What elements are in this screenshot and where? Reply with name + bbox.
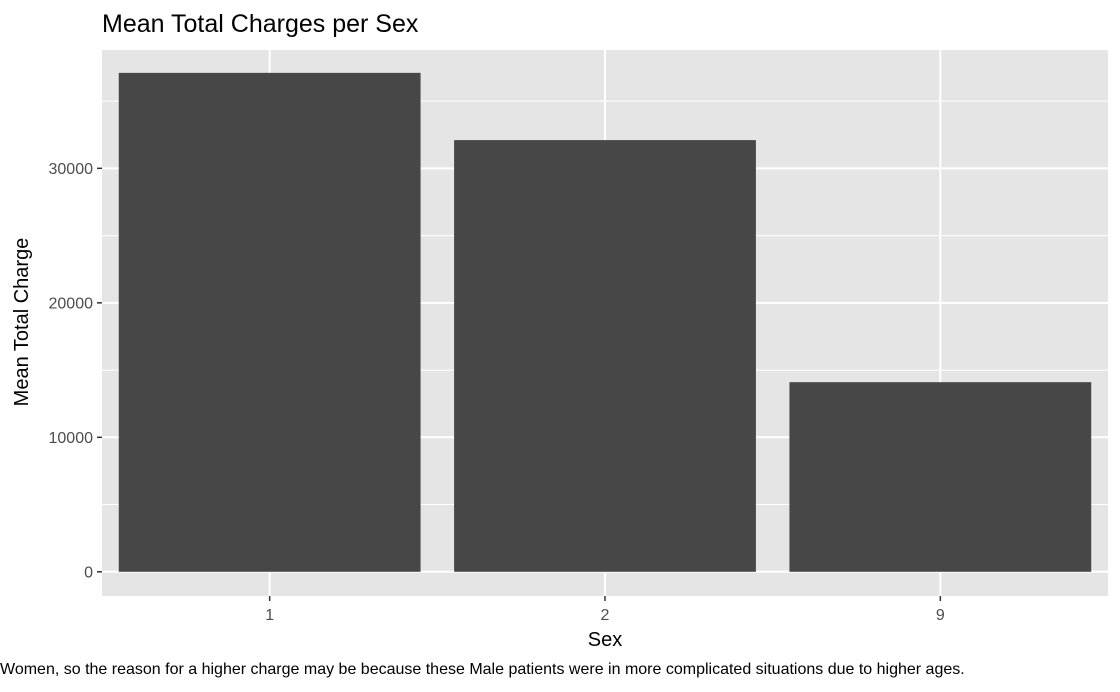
x-tick-label: 2 [601, 607, 610, 624]
bar-9 [789, 382, 1092, 572]
bar-2 [454, 140, 756, 572]
y-tick-label: 0 [84, 564, 93, 581]
x-tick-label: 9 [936, 607, 945, 624]
y-axis: 0 10000 20000 30000 [49, 161, 102, 581]
bars [118, 72, 1092, 572]
y-tick-label: 20000 [49, 295, 94, 312]
x-tick-label: 1 [265, 607, 274, 624]
x-axis-label: Sex [588, 629, 622, 651]
x-axis: 1 2 9 [265, 596, 945, 624]
caption-label: Women, so the reason for a higher charge… [0, 661, 965, 678]
bar-chart: 0 10000 20000 30000 1 2 9 Mean Total Charges … [11, 10, 1108, 651]
caption-text: Women, so the reason for a higher charge… [0, 661, 1120, 683]
y-axis-label: Mean Total Charge [11, 238, 33, 407]
chart-title: Mean Total Charges per Sex [102, 10, 419, 38]
y-tick-label: 10000 [49, 430, 94, 447]
y-tick-label: 30000 [49, 161, 94, 178]
bar-1 [118, 72, 421, 572]
